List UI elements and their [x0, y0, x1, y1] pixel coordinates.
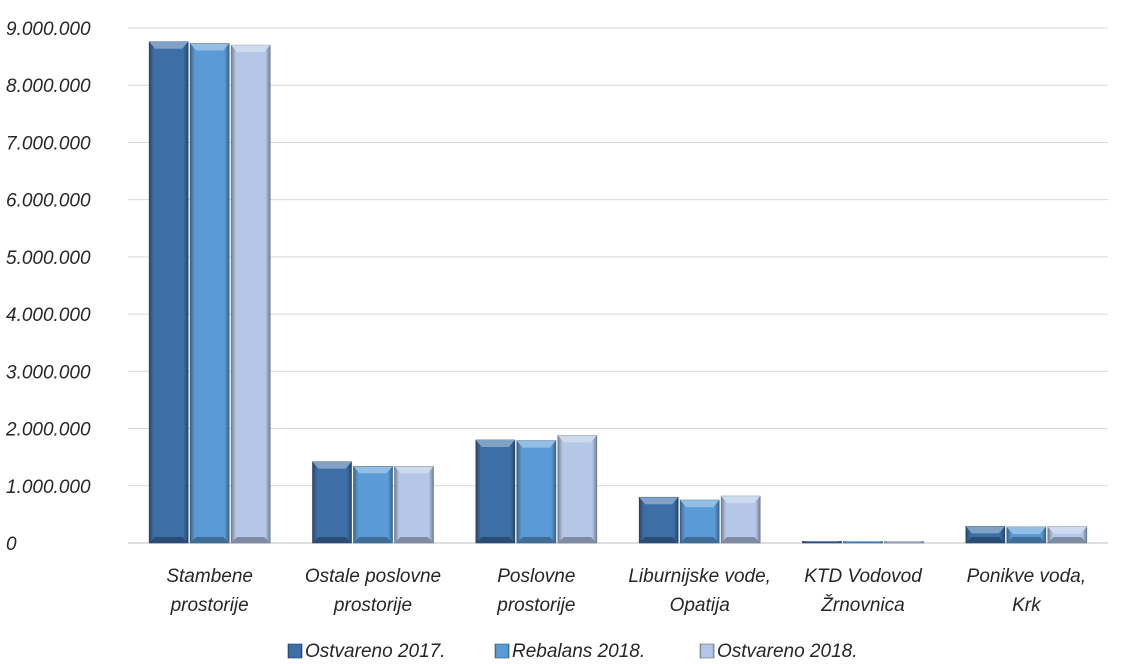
bar: [230, 44, 271, 544]
bar: [843, 541, 883, 544]
x-tick-label: Ostale poslovne prostorije: [305, 566, 441, 616]
legend-label: Rebalans 2018.: [512, 641, 645, 662]
y-tick-label: 8.000.000: [6, 76, 91, 97]
legend: Ostvareno 2017. Rebalans 2018. Ostvareno 2…: [287, 641, 857, 662]
bar: [394, 466, 434, 544]
gridlines: [128, 27, 1108, 544]
bar: [312, 461, 352, 544]
bars: [148, 41, 1088, 544]
legend-item: Ostvareno 2018.: [699, 641, 857, 662]
x-tick-label: Liburnijske vode, Opatija: [628, 566, 771, 616]
legend-swatch: [699, 643, 715, 659]
bar: [965, 526, 1006, 544]
y-tick-label: 5.000.000: [6, 248, 91, 269]
bar: [884, 541, 924, 544]
y-tick-label: 9.000.000: [6, 19, 91, 40]
bar: [148, 41, 189, 544]
x-axis: Stambene prostorije Ostale poslovne prostor…: [166, 566, 1086, 616]
x-tick-label: KTD Vodovod Žrnovnica: [804, 566, 923, 616]
bar: [1006, 526, 1047, 544]
bar: [189, 43, 230, 544]
bar: [353, 466, 393, 544]
legend-item: Ostvareno 2017.: [287, 641, 445, 662]
x-tick-label: Ponikve voda, Krk: [967, 566, 1086, 616]
bar: [638, 496, 679, 544]
x-tick-label: Poslovne prostorije: [496, 566, 575, 616]
y-axis: 0 1.000.000 2.000.000 3.000.000 4.000.000 5.0…: [5, 19, 91, 555]
legend-swatch: [287, 643, 303, 659]
y-tick-label: 2.000.000: [5, 420, 91, 441]
x-tick-label: Stambene prostorije: [166, 566, 253, 616]
y-tick-label: 4.000.000: [6, 305, 91, 326]
bar: [475, 439, 516, 544]
bar: [557, 435, 598, 544]
y-tick-label: 1.000.000: [6, 477, 91, 498]
legend-label: Ostvareno 2018.: [717, 641, 857, 662]
bar: [802, 540, 842, 544]
y-tick-label: 3.000.000: [6, 362, 91, 383]
legend-item: Rebalans 2018.: [494, 641, 645, 662]
bar: [720, 495, 761, 544]
bar: [516, 440, 557, 544]
bar: [1047, 526, 1088, 544]
y-tick-label: 7.000.000: [6, 133, 91, 154]
y-tick-label: 0: [6, 534, 17, 555]
y-tick-label: 6.000.000: [6, 191, 91, 212]
legend-swatch: [494, 643, 510, 659]
legend-label: Ostvareno 2017.: [305, 641, 445, 662]
bar: [679, 499, 720, 544]
